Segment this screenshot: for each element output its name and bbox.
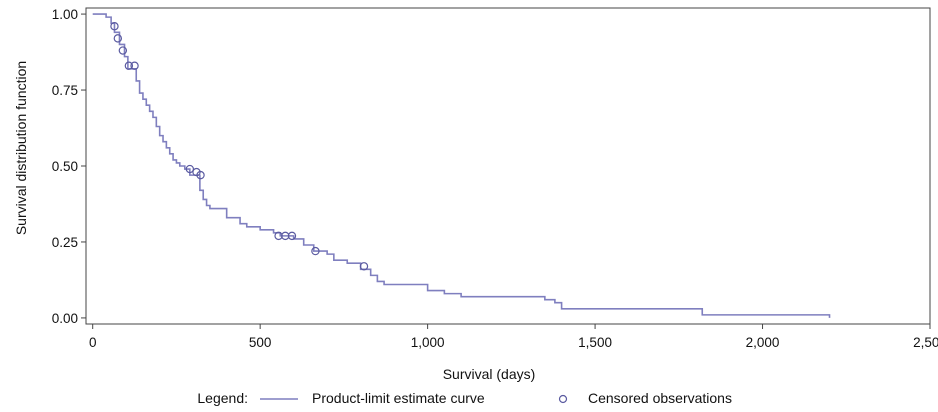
x-tick-label: 2,500	[913, 335, 938, 350]
y-tick-label: 0.25	[52, 235, 78, 250]
y-tick-label: 0.00	[52, 311, 78, 326]
censor-marker	[124, 61, 134, 70]
legend-censor-swatch	[558, 394, 568, 404]
censor-marker	[185, 164, 195, 174]
censor-marker	[118, 46, 128, 55]
censor-marker	[130, 61, 139, 70]
x-tick-label: 0	[89, 335, 97, 350]
y-axis-title: Survival distribution function	[13, 61, 29, 235]
censor-marker	[113, 34, 123, 43]
legend-item-curve: Product-limit estimate curve	[312, 390, 485, 406]
y-axis: 0.00 0.25 0.50 0.75 1.00	[52, 7, 86, 326]
censor-marker	[311, 246, 320, 256]
censor-marker	[196, 170, 205, 180]
x-tick-label: 1,000	[411, 335, 445, 350]
legend-title: Legend:	[197, 390, 248, 406]
y-tick-label: 1.00	[52, 7, 78, 22]
series-layer	[92, 13, 831, 318]
censor-marker	[110, 22, 119, 31]
legend-item-censored: Censored observations	[588, 390, 732, 406]
x-axis: 0 500 1,000 1,500 2,000 2,500	[89, 324, 938, 350]
x-tick-label: 500	[249, 335, 272, 350]
y-tick-label: 0.50	[52, 159, 78, 174]
survival-curve	[92, 13, 831, 318]
censor-marker	[287, 231, 297, 241]
x-tick-label: 2,000	[746, 335, 780, 350]
x-axis-title: Survival (days)	[443, 366, 536, 382]
censor-marker	[359, 262, 369, 271]
censor-layer	[110, 22, 369, 271]
y-tick-label: 0.75	[52, 83, 78, 98]
x-tick-label: 1,500	[578, 335, 612, 350]
plot-frame	[85, 7, 931, 325]
legend: Legend: Product-limit estimate curve Cen…	[197, 390, 732, 406]
